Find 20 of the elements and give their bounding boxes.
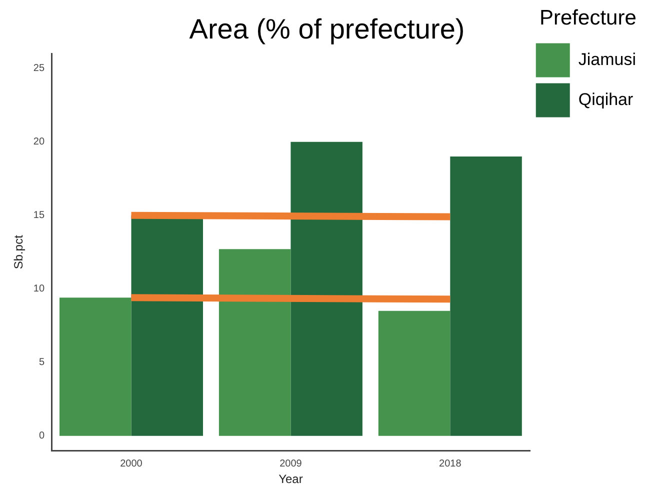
x-tick-label: 2009 xyxy=(280,458,302,470)
x-tick-label: 2000 xyxy=(120,458,143,470)
x-tick-label: 2018 xyxy=(439,458,462,470)
bar xyxy=(450,156,522,436)
y-tick-label: 10 xyxy=(33,284,45,295)
y-tick-label: 20 xyxy=(33,136,45,148)
chart-title: Area (% of prefecture) xyxy=(189,14,465,45)
y-tick-label: 0 xyxy=(38,430,45,442)
bar xyxy=(290,142,362,436)
legend-label: Jiamusi xyxy=(578,50,636,69)
y-tick-label: 25 xyxy=(33,63,45,74)
bar xyxy=(378,310,450,436)
x-axis-title: Year xyxy=(278,472,303,486)
bar xyxy=(218,249,291,436)
y-tick-label: 5 xyxy=(38,357,45,368)
y-axis-title: Sb.pct xyxy=(12,234,26,270)
bar xyxy=(59,298,132,436)
y-tick-label: 15 xyxy=(33,210,45,222)
legend-title: Prefecture xyxy=(539,6,636,30)
legend-label: Qiqihar xyxy=(578,90,634,109)
